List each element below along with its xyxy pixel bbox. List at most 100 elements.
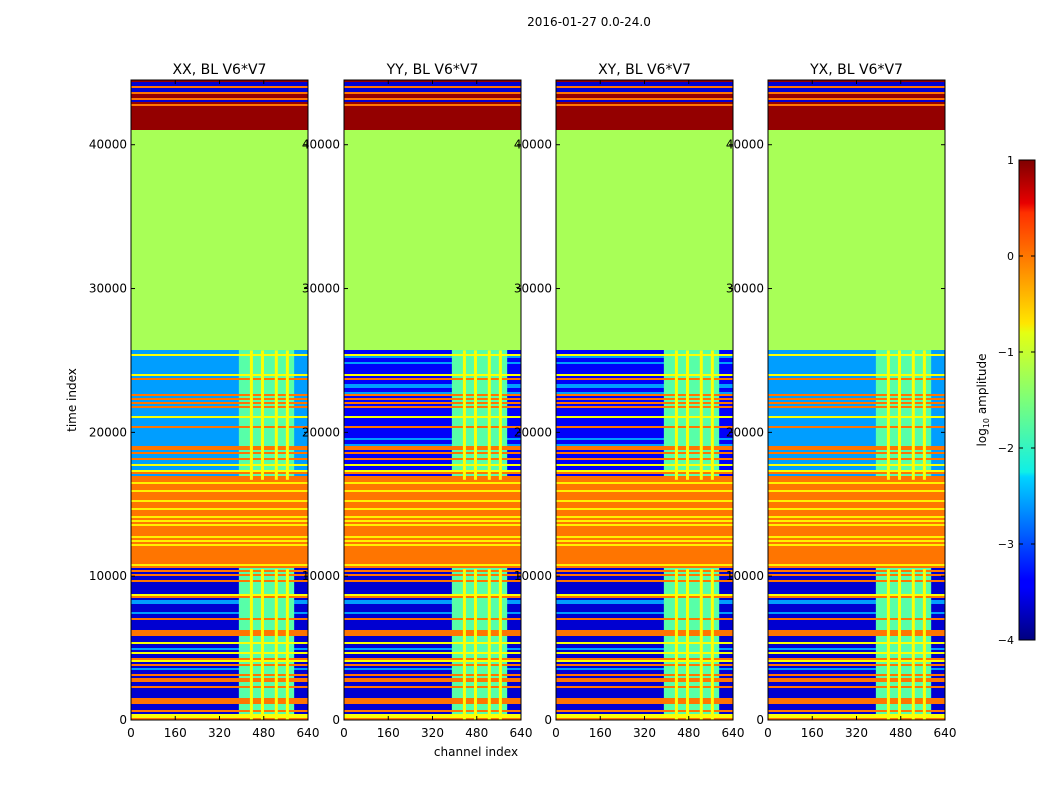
heatmap-row <box>768 572 945 575</box>
rfi-block <box>451 670 508 673</box>
heatmap-row <box>768 444 945 447</box>
heatmap-row <box>556 622 733 625</box>
heatmap-row <box>131 494 308 497</box>
heatmap-row <box>768 332 945 335</box>
heatmap-row <box>344 630 521 633</box>
heatmap-row <box>556 480 733 483</box>
rfi-block <box>875 654 932 657</box>
heatmap-row <box>344 360 521 363</box>
rfi-block <box>875 430 932 433</box>
heatmap-row <box>131 584 308 587</box>
rfi-block <box>663 612 720 615</box>
rfi-block <box>663 352 720 355</box>
heatmap-row <box>768 610 945 613</box>
rfi-block <box>238 396 295 399</box>
heatmap-row <box>768 306 945 309</box>
rfi-block <box>451 646 508 649</box>
heatmap-row <box>131 622 308 625</box>
heatmap-row <box>131 118 308 121</box>
heatmap-row <box>344 516 521 519</box>
rfi-block <box>875 392 932 395</box>
rfi-block <box>875 380 932 383</box>
heatmap-row <box>131 326 308 329</box>
heatmap-row <box>768 192 945 195</box>
heatmap-row <box>556 490 733 493</box>
rfi-block <box>875 644 932 647</box>
heatmap-row <box>768 466 945 469</box>
heatmap-row <box>131 172 308 175</box>
heatmap-row <box>556 572 733 575</box>
heatmap-row <box>131 412 308 415</box>
heatmap-row <box>768 542 945 545</box>
rfi-stripe <box>699 568 703 720</box>
heatmap-row <box>344 174 521 177</box>
heatmap-row <box>344 332 521 335</box>
rfi-block <box>238 708 295 711</box>
heatmap-row <box>768 346 945 349</box>
heatmap-row <box>768 314 945 317</box>
heatmap-row <box>556 460 733 463</box>
rfi-block <box>238 384 295 387</box>
heatmap-row <box>556 534 733 537</box>
heatmap-row <box>768 238 945 241</box>
heatmap-row <box>768 534 945 537</box>
heatmap-row <box>131 186 308 189</box>
x-tick-label: 0 <box>552 726 560 740</box>
heatmap-panel: YY, BL V6*V70 160 320 480 640010000200003000… <box>302 62 533 740</box>
heatmap-row <box>768 436 945 439</box>
heatmap-row <box>344 568 521 571</box>
rfi-stripe <box>886 568 890 720</box>
heatmap-row <box>768 666 945 669</box>
heatmap-row <box>344 638 521 641</box>
heatmap-row <box>131 210 308 213</box>
heatmap-row <box>344 202 521 205</box>
heatmap-row <box>131 178 308 181</box>
heatmap-row <box>768 170 945 173</box>
heatmap-row <box>344 414 521 417</box>
heatmap-row <box>556 188 733 191</box>
heatmap-row <box>556 314 733 317</box>
heatmap-row <box>768 376 945 379</box>
heatmap-row <box>344 578 521 581</box>
heatmap-row <box>556 94 733 97</box>
heatmap-row <box>131 486 308 489</box>
heatmap-row <box>556 696 733 699</box>
heatmap-row <box>131 272 308 275</box>
heatmap-row <box>344 376 521 379</box>
rfi-block <box>663 610 720 613</box>
heatmap-row <box>344 540 521 543</box>
heatmap-row <box>344 384 521 387</box>
rfi-block <box>663 386 720 389</box>
heatmap-row <box>344 536 521 539</box>
rfi-block <box>238 436 295 439</box>
heatmap-row <box>344 286 521 289</box>
heatmap-row <box>344 434 521 437</box>
heatmap-row <box>768 138 945 141</box>
heatmap-row <box>556 658 733 661</box>
heatmap-row <box>768 686 945 689</box>
heatmap-row <box>556 126 733 129</box>
rfi-block <box>875 588 932 591</box>
heatmap-row <box>131 240 308 243</box>
heatmap-row <box>344 270 521 273</box>
heatmap-row <box>768 710 945 713</box>
heatmap-row <box>131 416 308 419</box>
x-tick-label: 320 <box>208 726 231 740</box>
heatmap-row <box>344 320 521 323</box>
heatmap-row <box>131 94 308 97</box>
y-tick-label: 30000 <box>514 282 552 296</box>
heatmap-row <box>344 584 521 587</box>
rfi-block <box>451 424 508 427</box>
y-tick-label: 30000 <box>302 282 340 296</box>
heatmap-row <box>768 338 945 341</box>
heatmap-row <box>556 486 733 489</box>
heatmap-row <box>556 108 733 111</box>
heatmap-row <box>556 276 733 279</box>
heatmap-row <box>344 708 521 711</box>
heatmap-row <box>556 656 733 659</box>
heatmap-row <box>768 462 945 465</box>
heatmap-row <box>131 188 308 191</box>
heatmap-row <box>131 232 308 235</box>
heatmap-row <box>556 232 733 235</box>
heatmap-row <box>344 378 521 381</box>
